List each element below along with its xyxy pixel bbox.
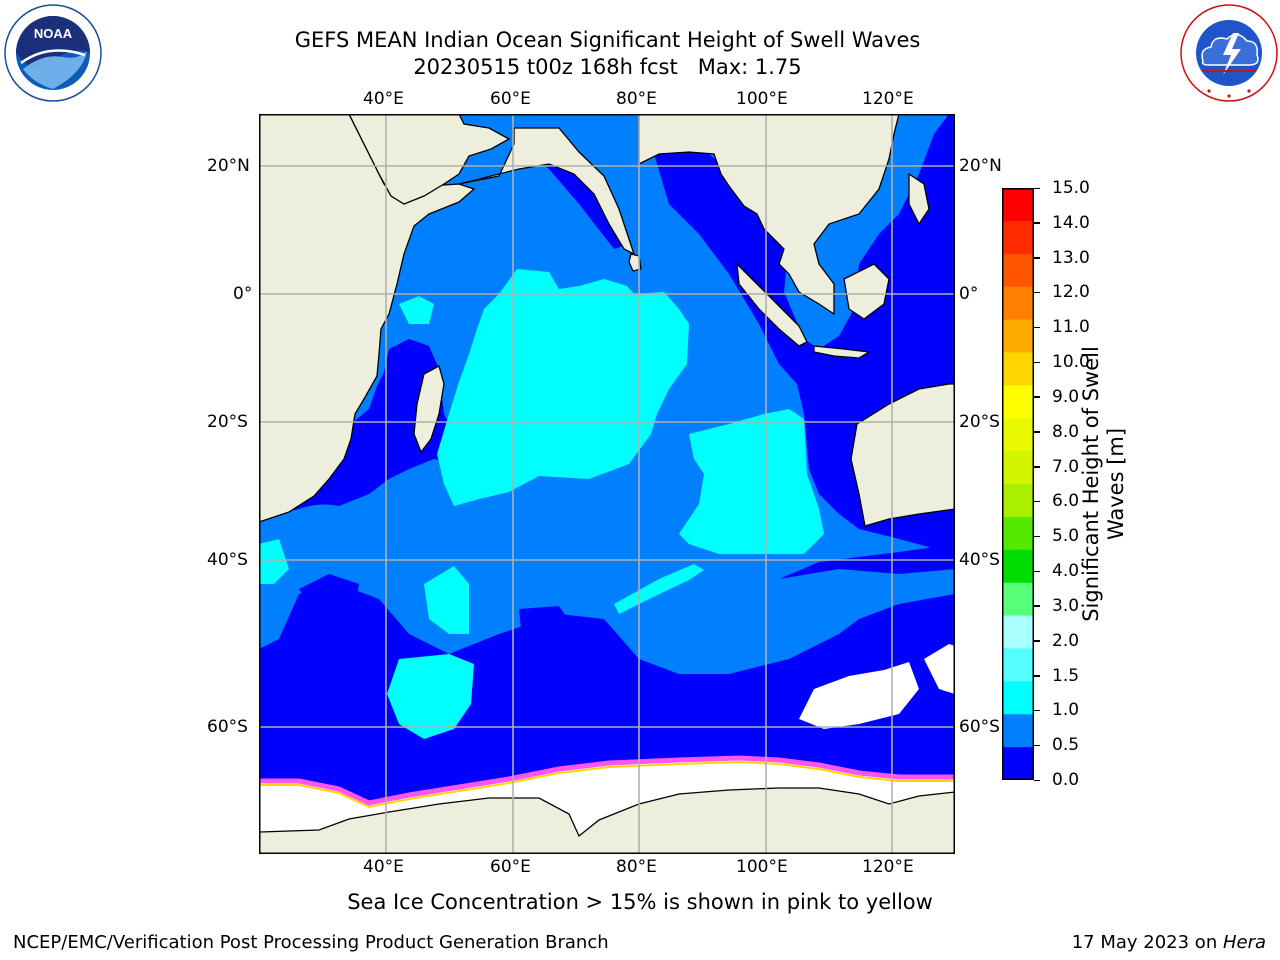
colorbar-swatch — [1002, 681, 1034, 715]
lon-bottom-80e: 80°E — [616, 857, 657, 877]
colorbar-tick-label: 12.0 — [1052, 282, 1090, 303]
colorbar-swatch — [1002, 220, 1034, 255]
colorbar-tick-mark — [1034, 187, 1040, 189]
noaa-logo-icon: NOAA — [3, 3, 103, 103]
colorbar-tick-label: 14.0 — [1052, 212, 1090, 233]
colorbar-tick-label: 9.0 — [1052, 386, 1080, 407]
colorbar-tick-label: 3.0 — [1052, 595, 1080, 616]
lat-right-20s: 20°S — [959, 412, 1000, 432]
lon-bottom-120e: 120°E — [862, 857, 914, 877]
colorbar-tick-label: 7.0 — [1052, 456, 1080, 477]
colorbar-swatch — [1002, 484, 1034, 518]
lon-bottom-100e: 100°E — [736, 857, 788, 877]
lat-right-0: 0° — [959, 284, 979, 304]
lat-right-20n: 20°N — [959, 156, 1002, 176]
colorbar-tick-mark — [1034, 396, 1040, 398]
colorbar-swatch — [1002, 516, 1034, 551]
colorbar-tick-mark — [1034, 222, 1040, 224]
org-credit: NCEP/EMC/Verification Post Processing Pr… — [13, 932, 609, 953]
colorbar-tick-mark — [1034, 570, 1040, 573]
colorbar-tick-mark — [1034, 257, 1040, 259]
colorbar-swatch — [1002, 714, 1034, 748]
colorbar-tick-label: 1.5 — [1052, 665, 1080, 686]
lon-top-80e: 80°E — [616, 89, 657, 109]
map-subtitle: 20230515 t00z 168h fcst Max: 1.75 — [413, 55, 802, 79]
colorbar-tick-mark — [1034, 640, 1040, 642]
colorbar-frame — [1002, 188, 1034, 780]
machine-name: Hera — [1222, 932, 1266, 953]
colorbar-swatch — [1002, 352, 1034, 386]
colorbar-tick-mark — [1034, 326, 1040, 329]
run-date-text: 17 May 2023 on — [1071, 932, 1223, 953]
run-date: 17 May 2023 on Hera — [1072, 932, 1266, 953]
colorbar-tick-mark — [1034, 744, 1040, 747]
lat-left-40s: 40°S — [207, 550, 248, 570]
colorbar-tick-mark — [1034, 291, 1040, 294]
lat-left-20n: 20°N — [207, 156, 250, 176]
lon-bottom-40e: 40°E — [363, 857, 404, 877]
map-title: GEFS MEAN Indian Ocean Significant Heigh… — [294, 28, 921, 52]
lat-left-60s: 60°S — [207, 717, 248, 737]
colorbar-tick-mark — [1034, 605, 1040, 607]
colorbar-tick-label: 6.0 — [1052, 491, 1080, 512]
colorbar-tick-label: 1.0 — [1052, 700, 1080, 721]
nws-logo-icon — [1179, 3, 1279, 103]
colorbar-tick-label: 0.5 — [1052, 735, 1080, 756]
colorbar-swatch — [1002, 385, 1034, 419]
colorbar-tick-mark — [1034, 779, 1040, 781]
colorbar-swatch — [1002, 188, 1034, 222]
land-masses — [260, 115, 954, 853]
map-panel — [259, 114, 955, 854]
colorbar-swatch — [1002, 286, 1034, 321]
swell-height-map — [259, 114, 955, 854]
graticule — [260, 115, 954, 853]
lat-left-0: 0° — [233, 284, 253, 304]
noaa-logo-text: NOAA — [34, 26, 73, 41]
colorbar-swatch — [1002, 451, 1034, 485]
lon-bottom-60e: 60°E — [490, 857, 531, 877]
lon-top-60e: 60°E — [490, 89, 531, 109]
colorbar — [1002, 188, 1034, 781]
lon-top-120e: 120°E — [862, 89, 914, 109]
colorbar-label-line2: Waves [m] — [1104, 427, 1128, 541]
colorbar-tick-label: 15.0 — [1052, 178, 1090, 198]
colorbar-swatch — [1002, 253, 1034, 288]
lon-top-100e: 100°E — [736, 89, 788, 109]
colorbar-tick-mark — [1034, 466, 1040, 468]
colorbar-tick-label: 13.0 — [1052, 247, 1090, 268]
colorbar-tick-label: 2.0 — [1052, 630, 1080, 651]
lat-left-20s: 20°S — [207, 412, 248, 432]
colorbar-tick-label: 4.0 — [1052, 561, 1080, 582]
colorbar-swatch — [1002, 648, 1034, 682]
colorbar-tick-label: 0.0 — [1052, 770, 1080, 790]
colorbar-tick-mark — [1034, 361, 1040, 364]
colorbar-swatch — [1002, 615, 1034, 649]
colorbar-tick-label: 8.0 — [1052, 421, 1080, 442]
colorbar-tick-label: 11.0 — [1052, 317, 1090, 338]
colorbar-swatch — [1002, 418, 1034, 452]
colorbar-tick-mark — [1034, 535, 1040, 538]
lat-right-60s: 60°S — [959, 717, 1000, 737]
colorbar-label-line1: Significant Height of Swell — [1079, 346, 1103, 622]
lat-right-40s: 40°S — [959, 550, 1000, 570]
lon-top-40e: 40°E — [363, 89, 404, 109]
map-frame — [259, 114, 955, 854]
colorbar-swatch — [1002, 549, 1034, 584]
colorbar-swatch — [1002, 747, 1034, 781]
colorbar-tick-label: 5.0 — [1052, 526, 1080, 547]
sea-ice-note: Sea Ice Concentration > 15% is shown in … — [347, 890, 933, 914]
mid-swell-regions — [260, 269, 824, 739]
colorbar-swatch — [1002, 319, 1034, 353]
colorbar-tick-label: 10.0 — [1052, 352, 1090, 373]
sea-ice-edge — [260, 755, 954, 806]
colorbar-swatch — [1002, 582, 1034, 617]
colorbar-tick-mark — [1034, 500, 1040, 503]
colorbar-tick-mark — [1034, 675, 1040, 677]
colorbar-tick-mark — [1034, 431, 1040, 433]
sea-ice-edge-inner — [260, 760, 954, 809]
colorbar-tick-mark — [1034, 709, 1040, 712]
